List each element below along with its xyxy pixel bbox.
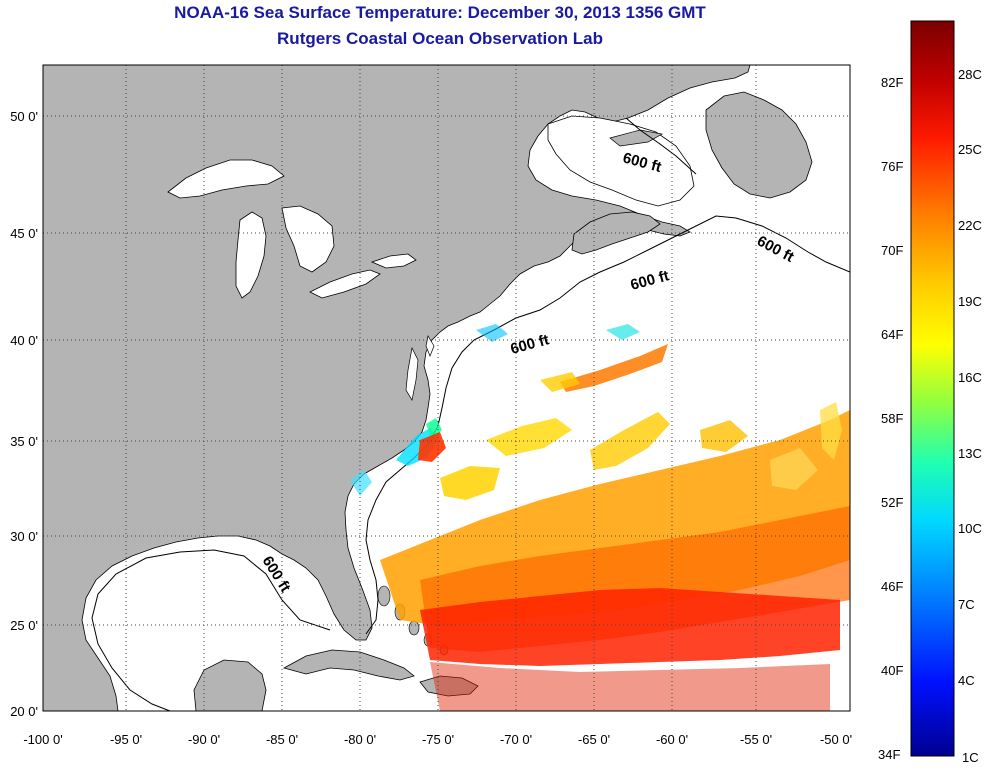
colorbar-label-c: 22C <box>958 218 982 233</box>
north-america-land <box>43 65 751 711</box>
colorbar <box>910 20 955 757</box>
lake-superior <box>167 159 285 199</box>
lon-tick-label: -60 0' <box>656 732 688 747</box>
lat-tick-label: 25 0' <box>10 618 38 633</box>
colorbar-label-f: 58F <box>881 411 904 426</box>
colorbar-label-c: 13C <box>958 446 982 461</box>
lat-tick-label: 20 0' <box>10 704 38 719</box>
contour-600ft <box>365 215 850 635</box>
lon-tick-label: -65 0' <box>578 732 610 747</box>
colorbar-label-c: 19C <box>958 294 982 309</box>
lat-tick-label: 30 0' <box>10 529 38 544</box>
colorbar-label-f: 40F <box>881 663 904 678</box>
colorbar-label-f: 82F <box>881 75 904 90</box>
sst-data-overlay <box>350 324 850 711</box>
map-title: NOAA-16 Sea Surface Temperature: Decembe… <box>174 3 706 22</box>
lat-tick-label: 35 0' <box>10 434 38 449</box>
lon-tick-label: -75 0' <box>422 732 454 747</box>
lat-axis: 50 0' 45 0' 40 0' 35 0' 30 0' 25 0' 20 0… <box>10 109 38 719</box>
colorbar-label-f: 34F <box>878 747 901 762</box>
colorbar-label-f: 46F <box>881 579 904 594</box>
map-frame <box>42 64 851 712</box>
lat-tick-label: 45 0' <box>10 226 38 241</box>
colorbar-label-f: 52F <box>881 495 904 510</box>
colorbar-label-f: 64F <box>881 327 904 342</box>
lat-tick-label: 50 0' <box>10 109 38 124</box>
lake-ontario <box>370 253 417 269</box>
hispaniola-land <box>419 675 479 697</box>
lon-tick-label: -50 0' <box>820 732 852 747</box>
yucatan-land <box>193 659 267 711</box>
lon-tick-label: -100 0' <box>23 732 62 747</box>
map-subtitle: Rutgers Coastal Ocean Observation Lab <box>277 29 603 48</box>
lon-tick-label: -55 0' <box>740 732 772 747</box>
cuba-land <box>282 649 415 681</box>
colorbar-label-c: 4C <box>958 673 975 688</box>
newfoundland-land <box>705 91 813 199</box>
lon-tick-label: -90 0' <box>188 732 220 747</box>
colorbar-label-c: 16C <box>958 370 982 385</box>
lat-lon-grid <box>43 65 850 711</box>
colorbar-label-c: 25C <box>958 142 982 157</box>
colorbar-label-f: 70F <box>881 243 904 258</box>
lat-tick-label: 40 0' <box>10 333 38 348</box>
lon-axis: -100 0' -95 0' -90 0' -85 0' -80 0' -75 … <box>23 732 852 747</box>
colorbar-label-c: 28C <box>958 67 982 82</box>
colorbar-label-f: 76F <box>881 159 904 174</box>
colorbar-label-c: 1C <box>962 750 979 765</box>
lon-tick-label: -80 0' <box>344 732 376 747</box>
lake-erie <box>309 269 381 299</box>
gulf-of-st-lawrence <box>547 115 695 207</box>
lon-tick-label: -70 0' <box>500 732 532 747</box>
lon-tick-label: -85 0' <box>266 732 298 747</box>
lon-tick-label: -95 0' <box>110 732 142 747</box>
lake-huron <box>281 205 335 273</box>
colorbar-label-c: 10C <box>958 521 982 536</box>
colorbar-label-c: 7C <box>958 597 975 612</box>
